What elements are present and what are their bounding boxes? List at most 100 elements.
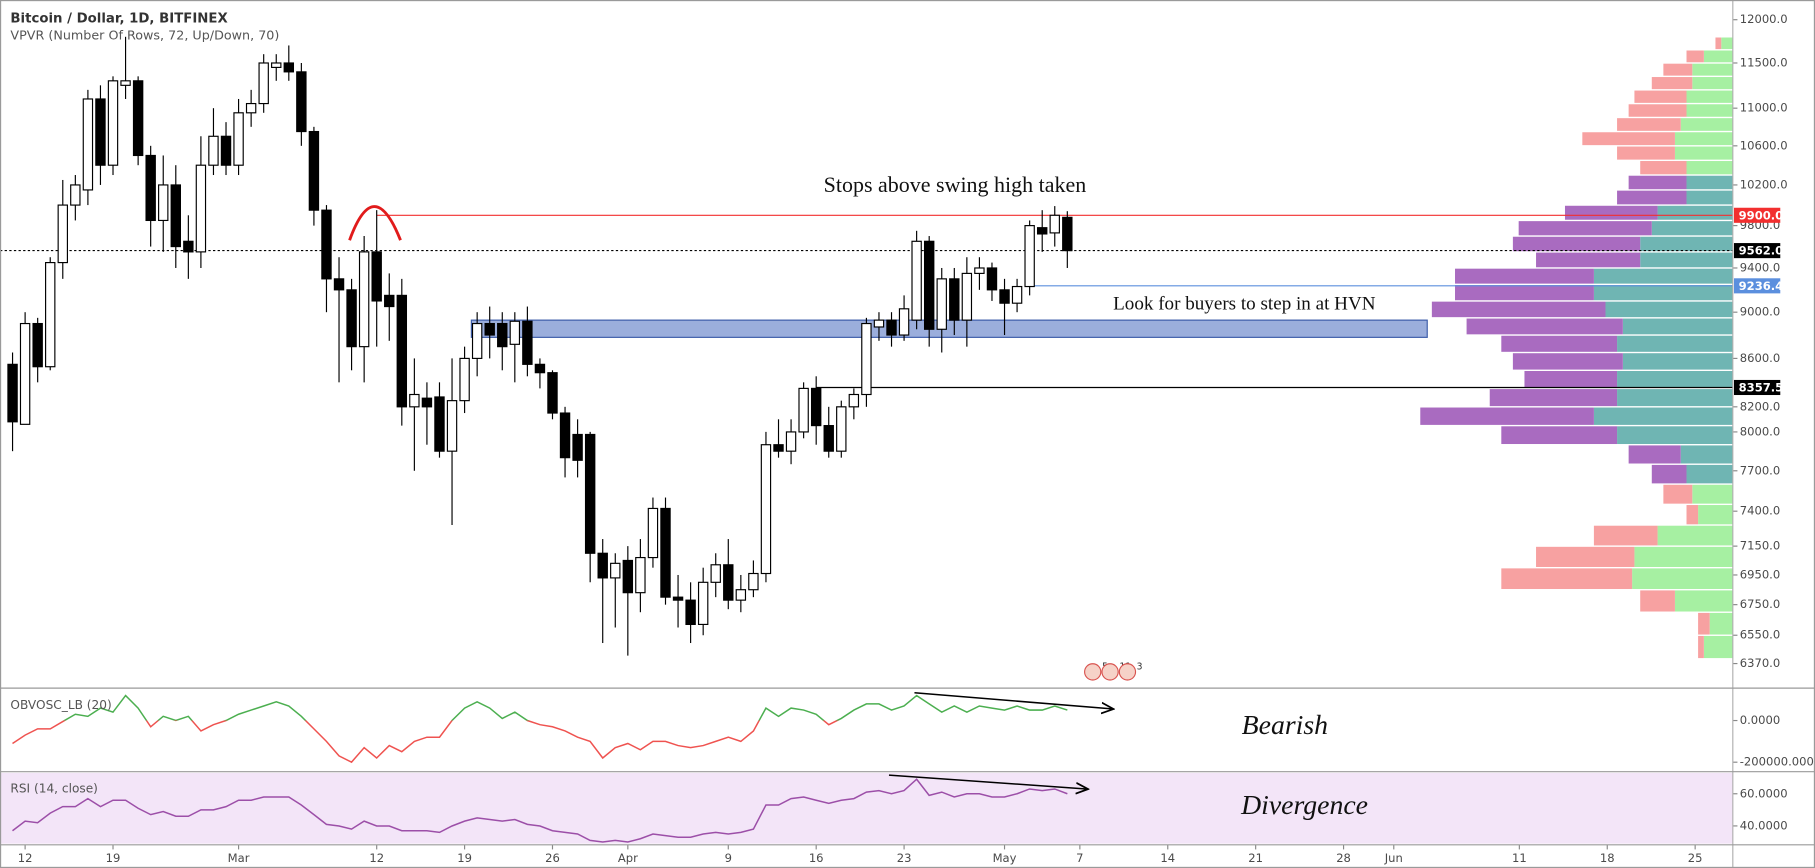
candle-body [710, 564, 721, 583]
candle-body [810, 387, 822, 427]
price-label: 9562.0 [1739, 244, 1784, 258]
volume-up [1617, 389, 1733, 407]
candle-body [183, 240, 194, 253]
candle-body [70, 184, 81, 206]
volume-down [1512, 236, 1641, 252]
volume-down [1634, 90, 1687, 103]
volume-up [1686, 175, 1733, 190]
candle-body [271, 62, 282, 68]
volume-down [1501, 335, 1618, 352]
y-tick-label: 6750.0 [1740, 597, 1780, 611]
candle-body [484, 322, 495, 336]
volume-up [1593, 285, 1733, 301]
candle-body [836, 406, 847, 452]
candle-body [735, 589, 747, 601]
price-label-box [1733, 207, 1781, 223]
price-label-box [1733, 278, 1781, 294]
volume-up [1617, 335, 1733, 352]
volume-up [1617, 426, 1733, 445]
y-tick-label: 12000.0 [1740, 12, 1788, 26]
candle-body [534, 363, 546, 374]
price-label-box [1733, 379, 1781, 396]
candle-body [986, 267, 998, 291]
volume-up [1593, 268, 1733, 284]
volume-up [1686, 104, 1733, 117]
candle-body [559, 412, 571, 459]
volume-up [1674, 590, 1733, 612]
volume-up [1692, 77, 1733, 90]
volume-up [1721, 37, 1733, 50]
candle-body [949, 278, 960, 321]
candle-body [446, 400, 458, 452]
volume-down [1640, 161, 1687, 175]
volume-down [1628, 445, 1681, 464]
volume-down [1651, 77, 1693, 90]
mid-layer [0, 214, 1733, 389]
volume-up [1640, 252, 1733, 268]
candle-body [7, 363, 18, 423]
volume-up [1686, 161, 1733, 175]
y-tick-label: 10200.0 [1740, 177, 1788, 191]
candle-body [522, 320, 533, 365]
candle-body [208, 135, 219, 166]
y-tick-label: 8600.0 [1740, 351, 1780, 365]
candle-body [409, 393, 420, 408]
candle-body [233, 112, 244, 166]
candle-body [961, 272, 973, 321]
volume-down [1593, 525, 1658, 546]
candle-body [32, 322, 43, 368]
y-tick-label: 40.0000 [1740, 818, 1788, 832]
volume-down [1501, 426, 1618, 445]
candle-body [785, 431, 797, 452]
divergence-arrow [888, 774, 1088, 789]
event-badge [1118, 663, 1137, 681]
candle-body [1049, 214, 1060, 234]
volume-down [1698, 612, 1710, 635]
x-tick-label: 12 [18, 851, 33, 865]
volume-down [1536, 252, 1641, 268]
x-tick-label: 11 [1512, 851, 1527, 865]
candle-body [308, 130, 320, 211]
volume-down [1582, 132, 1675, 146]
x-tick-label: 28 [1336, 851, 1351, 865]
volume-up [1674, 132, 1733, 146]
volume-down [1663, 63, 1693, 76]
x-tick-label: Mar [228, 851, 250, 865]
event-count: 3 [1137, 662, 1143, 673]
y-tick-label: 8000.0 [1740, 424, 1780, 438]
candle-body [145, 154, 156, 222]
volume-up [1686, 464, 1733, 484]
y-tick-label: 6550.0 [1740, 628, 1780, 642]
volume-up [1692, 63, 1733, 76]
y-tick-label: 9000.0 [1740, 305, 1780, 319]
annotation: Stops above swing high taken [824, 172, 1087, 197]
volume-down [1489, 389, 1618, 407]
volume-up [1622, 318, 1733, 335]
volume-up [1657, 525, 1733, 546]
volume-up [1640, 236, 1733, 252]
candle-body [459, 357, 470, 402]
volume-down [1640, 590, 1675, 612]
candle-body [685, 599, 696, 626]
x-tick-label: May [993, 851, 1017, 865]
candle-body [170, 184, 182, 248]
x-tick-label: 14 [1160, 851, 1175, 865]
candle-body [597, 552, 608, 579]
annotation: Look for buyers to step in at HVN [1113, 294, 1376, 315]
volume-down [1455, 268, 1594, 284]
x-tick-label: 16 [809, 851, 824, 865]
volume-up [1622, 353, 1733, 370]
y-tick-label: -200000.0000 [1740, 755, 1815, 769]
volume-up [1686, 190, 1733, 205]
x-tick-label: 18 [1600, 851, 1615, 865]
volume-down [1455, 285, 1594, 301]
volume-up [1680, 445, 1733, 464]
candle-body [886, 319, 897, 336]
y-tick-label: 6370.0 [1740, 656, 1780, 670]
candle-body [258, 62, 269, 105]
y-tick-label: 11000.0 [1740, 101, 1788, 115]
x-tick-label: 9 [725, 851, 732, 865]
volume-down [1663, 484, 1693, 504]
